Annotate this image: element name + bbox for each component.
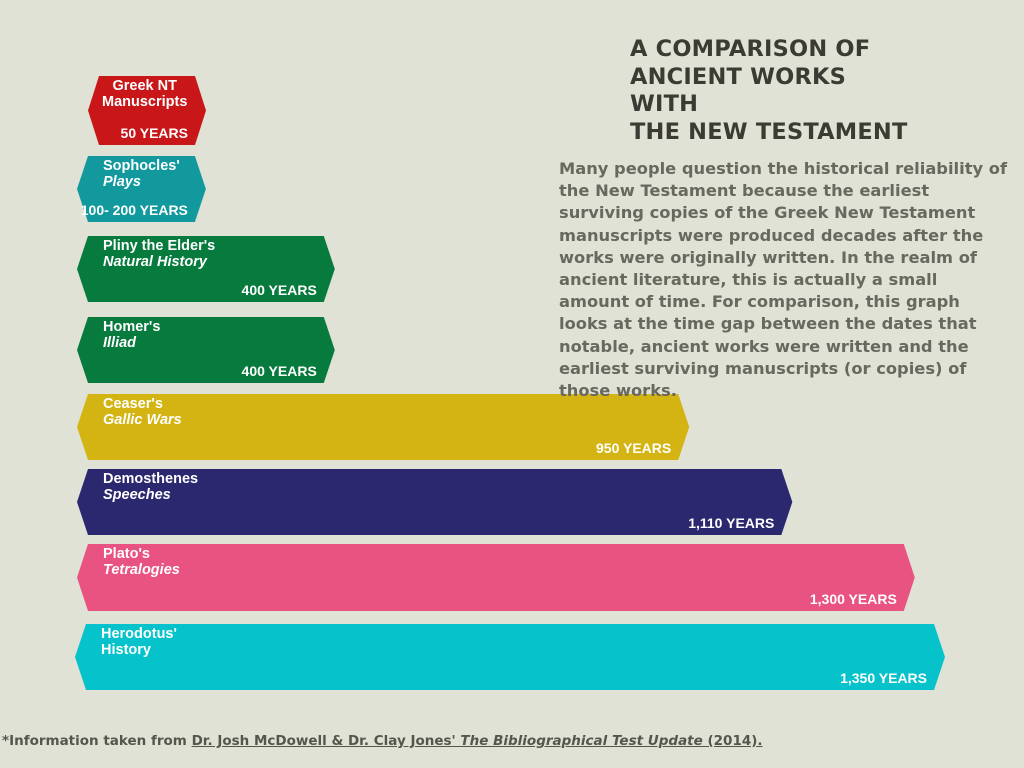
footnote-book-title: The Bibliographical Test Update	[460, 733, 703, 749]
category-name: Plato's	[103, 546, 150, 562]
footnote-source-link[interactable]: Dr. Josh McDowell & Dr. Clay Jones' The …	[192, 733, 763, 749]
bar-value-label: 50 YEARS	[120, 125, 188, 141]
bar-value-label: 400 YEARS	[241, 363, 317, 379]
source-footnote: *Information taken from Dr. Josh McDowel…	[2, 733, 763, 749]
category-work: Speeches	[103, 487, 171, 503]
category-work: Natural History	[103, 254, 207, 270]
bar-value-label: 400 YEARS	[241, 282, 317, 298]
bar	[77, 156, 206, 222]
bar-value-label: 1,110 YEARS	[688, 515, 775, 531]
footnote-year: (2014).	[702, 733, 763, 749]
title-line: A COMPARISON OF	[630, 36, 871, 62]
category-name: Homer's	[103, 319, 161, 335]
category-work: Gallic Wars	[103, 412, 182, 428]
category-work: Tetralogies	[103, 562, 180, 578]
category-name: Pliny the Elder's	[103, 238, 216, 254]
chart-description: Many people question the historical reli…	[559, 159, 1008, 401]
bar	[77, 236, 335, 302]
bar	[77, 394, 690, 460]
category-name: Greek NT	[112, 78, 177, 94]
title-line: WITH	[630, 91, 699, 117]
category-work: Plays	[103, 174, 141, 190]
bar	[77, 544, 915, 611]
category-name: Sophocles'	[103, 158, 180, 174]
bar	[77, 469, 793, 535]
category-name: Ceaser's	[103, 396, 163, 412]
title-line: THE NEW TESTAMENT	[630, 118, 908, 145]
bar	[88, 76, 206, 145]
chart-title: A COMPARISON OF ANCIENT WORKS WITH THE N…	[630, 36, 908, 146]
bar-value-label: 1,350 YEARS	[840, 670, 927, 686]
category-name: Herodotus'	[101, 626, 177, 642]
bar-category-label: Homer's Illiad	[103, 319, 160, 351]
bar-category-label: Herodotus' History	[101, 626, 177, 658]
bar-category-label: Plato's Tetralogies	[103, 546, 180, 578]
bar-category-label: Ceaser's Gallic Wars	[103, 396, 182, 428]
footnote-authors: Dr. Josh McDowell & Dr. Clay Jones'	[191, 733, 461, 749]
bar-value-label: 100- 200 YEARS	[80, 202, 188, 218]
bar	[75, 624, 945, 690]
category-name: Demosthenes	[103, 471, 199, 487]
bar-category-label: Demosthenes Speeches	[103, 471, 198, 503]
footnote-marker: *	[2, 733, 10, 749]
footnote-prefix: Information taken from	[9, 733, 192, 749]
category-work: Manuscripts	[102, 94, 188, 110]
category-work: Illiad	[103, 335, 137, 351]
title-line: ANCIENT WORKS	[630, 63, 847, 90]
bar	[77, 317, 335, 383]
bar-category-label: Pliny the Elder's Natural History	[103, 238, 215, 270]
bar-value-label: 950 YEARS	[596, 440, 672, 456]
bar-value-label: 1,300 YEARS	[809, 591, 897, 607]
category-work: History	[101, 642, 151, 658]
bar-category-label: Sophocles' Plays	[103, 158, 180, 190]
bar-category-label: Greek NT Manuscripts	[102, 78, 187, 110]
